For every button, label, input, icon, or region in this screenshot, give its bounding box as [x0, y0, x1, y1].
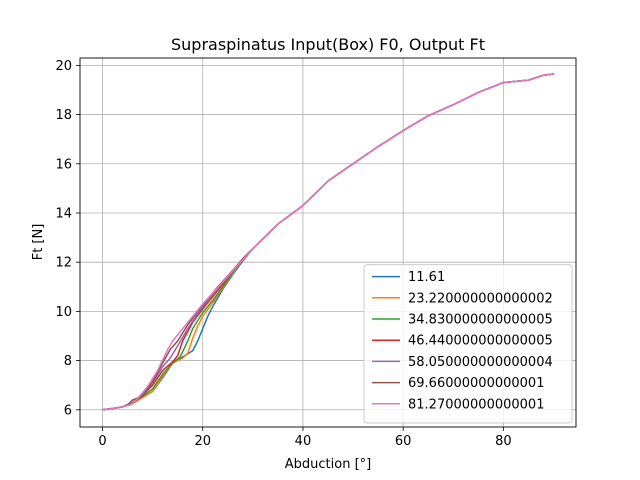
- series-line-7: [101, 73, 555, 411]
- legend-entry-1: 11.61: [408, 270, 445, 285]
- series-lines: [101, 73, 555, 411]
- y-tick-label: 10: [55, 305, 72, 320]
- y-tick-label: 6: [64, 403, 72, 418]
- x-tick-label: 40: [295, 434, 312, 449]
- legend-entry-3: 34.830000000000005: [408, 313, 553, 328]
- y-tick-label: 16: [55, 157, 72, 172]
- plot-frame: [79, 57, 577, 428]
- legend-box: [363, 264, 573, 424]
- y-tick-label: 18: [55, 108, 72, 123]
- legend-entry-4: 46.440000000000005: [408, 334, 553, 349]
- axis-ticks: 0 20 40 60 80 6 8 10 12 14 16 18 20: [55, 59, 511, 449]
- y-tick-label: 14: [55, 206, 72, 221]
- x-axis-label: Abduction [°]: [285, 457, 371, 472]
- legend-entry-2: 23.220000000000002: [408, 291, 553, 306]
- legend-entry-7: 81.27000000000001: [408, 397, 544, 412]
- x-tick-label: 20: [194, 434, 211, 449]
- y-tick-label: 12: [55, 256, 72, 271]
- y-tick-label: 8: [64, 354, 72, 369]
- chart-title: Supraspinatus Input(Box) F0, Output Ft: [171, 35, 485, 54]
- y-axis-label: Ft [N]: [31, 224, 46, 261]
- legend-entry-6: 69.66000000000001: [408, 376, 544, 391]
- legend: 11.61 23.220000000000002 34.83000000000000…: [363, 264, 573, 424]
- x-tick-label: 60: [395, 434, 412, 449]
- y-tick-label: 20: [55, 59, 72, 74]
- legend-entry-5: 58.050000000000004: [408, 355, 553, 370]
- x-tick-label: 80: [495, 434, 512, 449]
- x-tick-label: 0: [98, 434, 106, 449]
